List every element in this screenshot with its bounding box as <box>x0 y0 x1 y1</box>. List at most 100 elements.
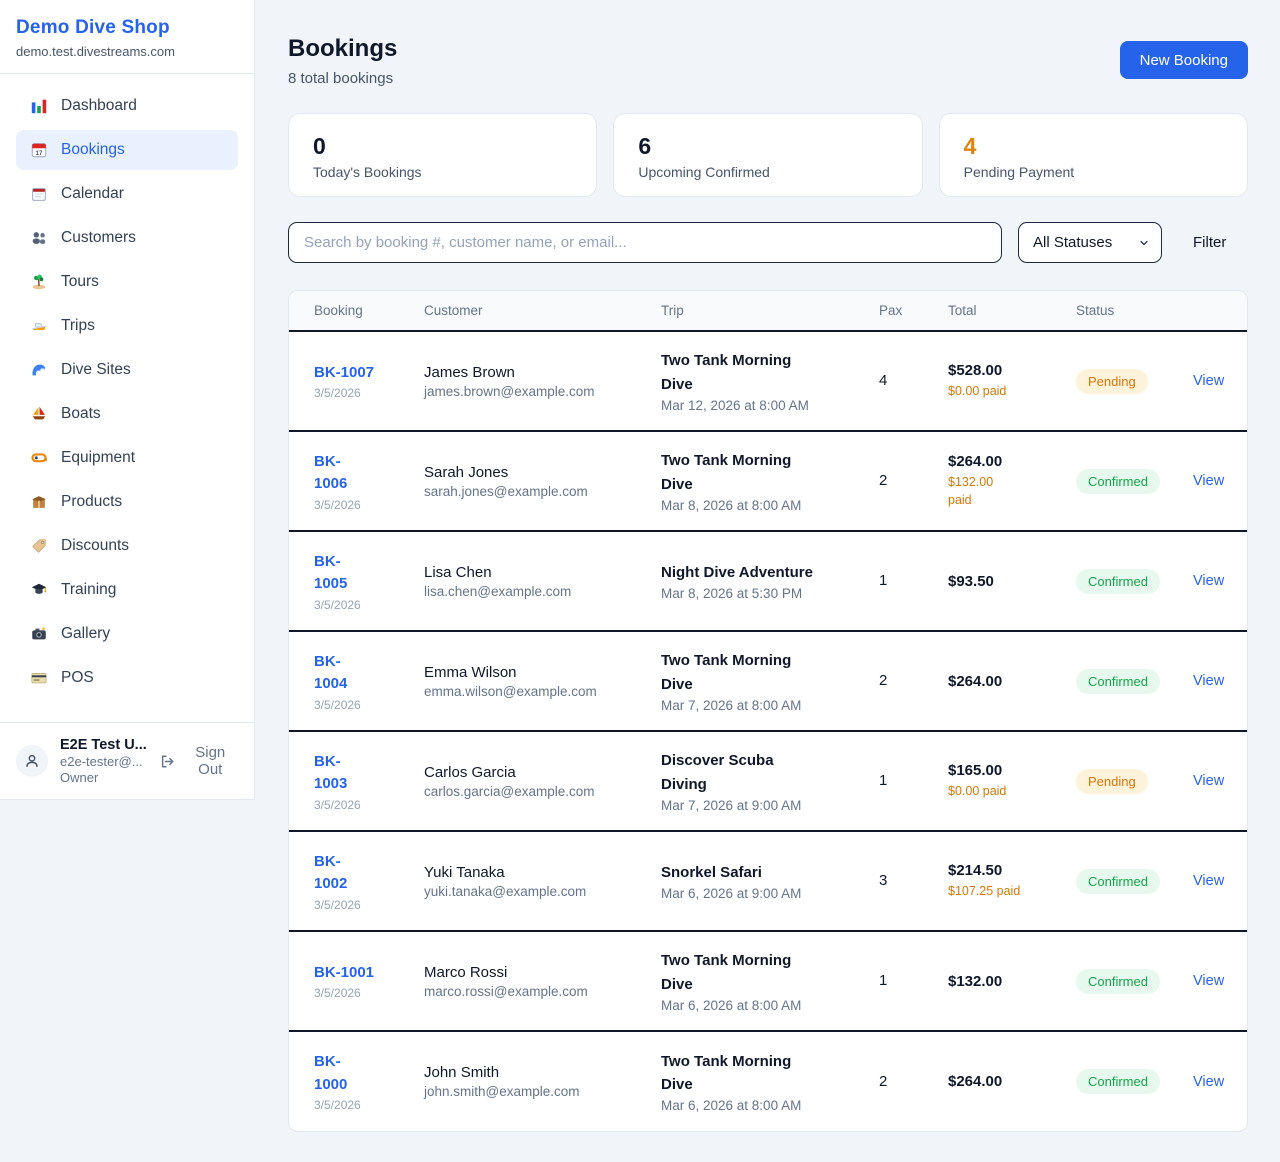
view-link[interactable]: View <box>1193 373 1225 389</box>
sidebar-item-dashboard[interactable]: Dashboard <box>16 86 238 126</box>
customer-name: Yuki Tanaka <box>424 863 505 881</box>
booking-number-link[interactable]: BK-1007 <box>314 363 375 381</box>
sidebar-item-boats[interactable]: Boats <box>16 394 238 434</box>
table-row: BK- 1005 3/5/2026 Lisa Chen lisa.chen@examp… <box>289 531 1247 632</box>
search-input[interactable] <box>288 222 1002 263</box>
diving-mask-icon <box>30 449 48 467</box>
stat-label: Upcoming Confirmed <box>638 164 770 181</box>
trip-datetime: Mar 8, 2026 at 5:30 PM <box>661 586 803 602</box>
customer-email: yuki.tanaka@example.com <box>424 883 587 899</box>
booking-number-link[interactable]: BK- 1000 <box>314 1053 348 1093</box>
customer-name: Carlos Garcia <box>424 763 516 781</box>
trip-datetime: Mar 8, 2026 at 8:00 AM <box>661 497 802 513</box>
sidebar-item-label: Dive Sites <box>61 361 131 378</box>
svg-text:17: 17 <box>35 150 43 157</box>
trip-name: Two Tank Morning Dive <box>661 952 792 993</box>
user-name: E2E Test U... <box>60 737 147 753</box>
booking-number-link[interactable]: BK- 1002 <box>314 852 348 893</box>
trip-datetime: Mar 6, 2026 at 8:00 AM <box>661 997 802 1013</box>
sidebar-item-trips[interactable]: Trips <box>16 306 238 346</box>
view-link[interactable]: View <box>1193 573 1225 589</box>
view-link[interactable]: View <box>1193 673 1225 689</box>
booking-date: 3/5/2026 <box>314 497 361 512</box>
customer-email: emma.wilson@example.com <box>424 683 597 699</box>
sidebar-item-tours[interactable]: Tours <box>16 262 238 302</box>
main-content: Bookings 8 total bookings New Booking 0 T… <box>255 0 1280 1162</box>
column-header-pax: Pax <box>879 291 948 332</box>
trip-datetime: Mar 7, 2026 at 8:00 AM <box>661 697 802 713</box>
customer-email: lisa.chen@example.com <box>424 583 572 599</box>
stat-label: Today's Bookings <box>313 164 422 181</box>
credit-card-icon <box>30 669 48 687</box>
new-booking-button[interactable]: New Booking <box>1119 41 1248 79</box>
booking-number-link[interactable]: BK- 1005 <box>314 552 348 593</box>
booking-number-link[interactable]: BK- 1003 <box>314 752 348 793</box>
column-header-trip: Trip <box>661 291 879 332</box>
trip-datetime: Mar 12, 2026 at 8:00 AM <box>661 397 809 413</box>
pax-count: 3 <box>879 872 888 889</box>
column-header-booking: Booking <box>289 291 424 332</box>
sidebar-nav: Dashboard 17 Bookings Calendar Customers Tour… <box>0 74 254 722</box>
sidebar-item-discounts[interactable]: Discounts <box>16 526 238 566</box>
sidebar-item-label: Training <box>61 581 117 598</box>
sidebar-item-pos[interactable]: POS <box>16 658 238 698</box>
sidebar-item-label: Dashboard <box>61 97 137 114</box>
sidebar-item-equipment[interactable]: Equipment <box>16 438 238 478</box>
sidebar-item-calendar[interactable]: Calendar <box>16 174 238 214</box>
status-badge: Confirmed <box>1076 868 1160 894</box>
shop-domain: demo.test.divestreams.com <box>16 44 175 59</box>
sailboat-icon <box>30 405 48 423</box>
pax-count: 2 <box>879 1072 888 1090</box>
stats-row: 0 Today's Bookings 6 Upcoming Confirmed 4 Pen… <box>288 113 1248 197</box>
shop-name: Demo Dive Shop <box>16 17 170 38</box>
graduation-cap-icon <box>30 581 48 599</box>
stat-value: 0 <box>313 133 326 159</box>
bar-chart-icon <box>30 97 48 115</box>
status-badge: Pending <box>1076 368 1148 394</box>
chevron-down-icon <box>1140 240 1148 245</box>
total-amount: $264.00 <box>948 1073 1003 1090</box>
booking-number-link[interactable]: BK- 1006 <box>314 452 348 493</box>
view-link[interactable]: View <box>1193 773 1225 789</box>
sign-out-button[interactable]: Sign Out <box>159 744 238 778</box>
sidebar-item-label: Bookings <box>61 141 125 158</box>
sidebar-item-bookings[interactable]: 17 Bookings <box>16 130 238 170</box>
trip-datetime: Mar 6, 2026 at 8:00 AM <box>661 1098 802 1114</box>
pax-count: 2 <box>879 672 888 689</box>
view-link[interactable]: View <box>1193 973 1225 989</box>
table-row: BK- 1004 3/5/2026 Emma Wilson emma.wilson@e… <box>289 631 1247 732</box>
pax-count: 1 <box>879 772 888 789</box>
total-amount: $132.00 <box>948 972 1003 990</box>
view-link[interactable]: View <box>1193 473 1225 489</box>
booking-number-link[interactable]: BK-1001 <box>314 963 375 981</box>
calendar-icon: 17 <box>30 141 48 159</box>
pax-count: 2 <box>879 472 888 489</box>
sidebar: Demo Dive Shop demo.test.divestreams.com… <box>0 0 255 800</box>
status-select[interactable]: All Statuses <box>1018 222 1162 263</box>
sidebar-item-products[interactable]: Products <box>16 482 238 522</box>
sidebar-item-customers[interactable]: Customers <box>16 218 238 258</box>
filter-button[interactable]: Filter <box>1193 234 1227 251</box>
paid-amount: $0.00 paid <box>948 783 1007 798</box>
customer-email: marco.rossi@example.com <box>424 983 588 999</box>
pax-count: 4 <box>879 372 888 389</box>
booking-date: 3/5/2026 <box>314 597 361 612</box>
status-select-value: All Statuses <box>1033 234 1113 251</box>
wave-icon <box>30 361 48 379</box>
sidebar-item-gallery[interactable]: Gallery <box>16 614 238 654</box>
booking-date: 3/5/2026 <box>314 1098 361 1112</box>
table-row: BK- 1000 3/5/2026 John Smith john.smith@exa… <box>289 1031 1247 1131</box>
sidebar-item-training[interactable]: Training <box>16 570 238 610</box>
table-header-row: Booking Customer Trip Pax Total Status <box>289 291 1247 332</box>
spiral-calendar-icon <box>30 185 48 203</box>
booking-date: 3/5/2026 <box>314 986 361 1001</box>
person-icon <box>26 754 38 768</box>
booking-date: 3/5/2026 <box>314 697 361 712</box>
stat-label: Pending Payment <box>963 164 1075 181</box>
sidebar-item-dive-sites[interactable]: Dive Sites <box>16 350 238 390</box>
column-header-actions <box>1193 291 1247 332</box>
view-link[interactable]: View <box>1193 1073 1225 1090</box>
booking-number-link[interactable]: BK- 1004 <box>314 652 348 693</box>
pax-count: 1 <box>879 572 888 589</box>
view-link[interactable]: View <box>1193 873 1225 889</box>
